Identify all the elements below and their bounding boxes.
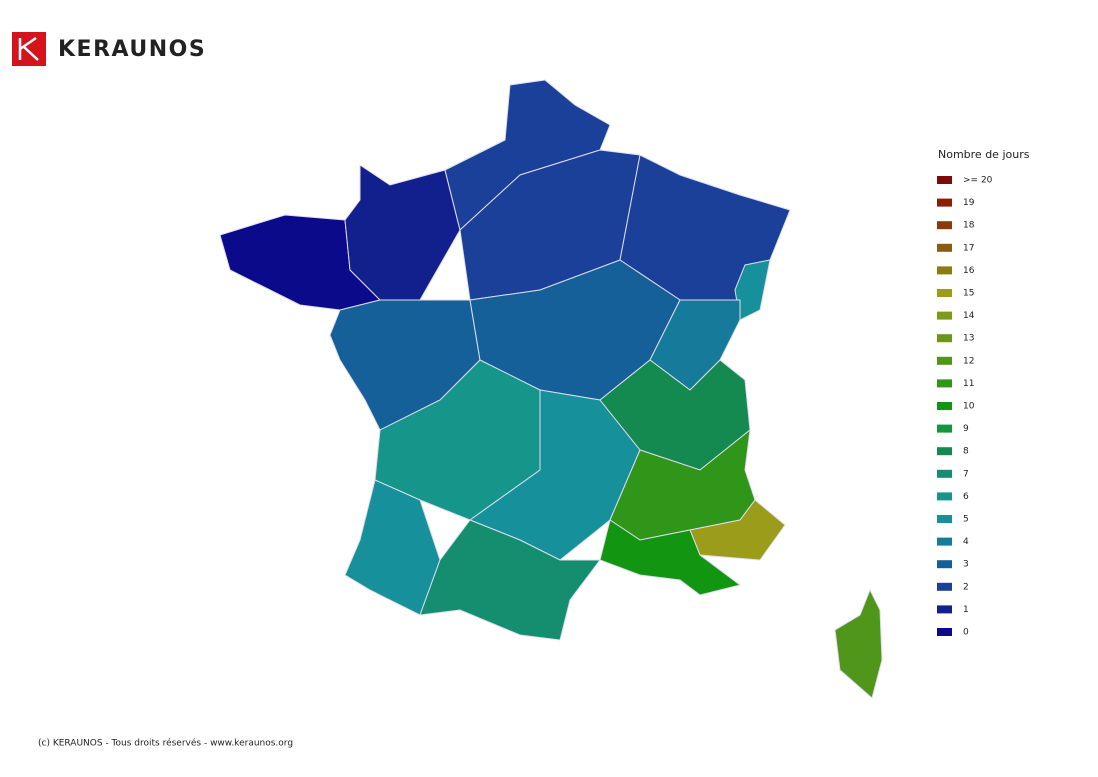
legend-swatch xyxy=(937,447,952,456)
footer: (c) KERAUNOS - Tous droits réservés - ww… xyxy=(38,738,293,749)
legend-label: 3 xyxy=(963,560,969,570)
legend-label: 16 xyxy=(963,266,975,276)
region xyxy=(419,519,601,641)
logo-mark xyxy=(12,32,46,66)
legend-swatch xyxy=(937,289,952,297)
legend-swatch xyxy=(937,628,952,636)
region xyxy=(599,519,742,596)
legend-swatch xyxy=(937,221,952,230)
legend-swatch xyxy=(937,356,952,365)
legend-swatch xyxy=(937,402,952,410)
legend-swatch xyxy=(937,492,952,501)
legend-swatch xyxy=(937,515,952,523)
map xyxy=(219,79,883,699)
region xyxy=(834,588,883,699)
legend-label: 15 xyxy=(963,289,974,299)
legend-label: 14 xyxy=(963,311,975,321)
brand: KERAUNOS xyxy=(58,37,206,62)
legend-title: Nombre de jours xyxy=(938,148,1030,161)
region xyxy=(734,259,771,321)
legend-label: 13 xyxy=(963,334,974,344)
legend-label: 8 xyxy=(963,447,969,457)
legend-swatch xyxy=(937,176,952,184)
legend-label: 18 xyxy=(963,221,975,231)
legend-label: 9 xyxy=(963,424,969,434)
legend-swatch xyxy=(937,469,952,478)
legend-swatch xyxy=(937,424,952,433)
legend-label: 6 xyxy=(963,492,969,502)
legend-label: 11 xyxy=(963,379,974,389)
legend-label: 0 xyxy=(963,628,969,638)
legend-label: 4 xyxy=(963,537,969,547)
legend-label: 2 xyxy=(963,582,969,592)
legend-swatch xyxy=(937,334,952,343)
legend-label: >= 20 xyxy=(963,176,993,186)
region xyxy=(344,164,461,301)
legend-swatch xyxy=(937,266,952,275)
legend-swatch xyxy=(937,311,952,320)
legend-label: 5 xyxy=(963,515,969,525)
legend-swatch xyxy=(937,537,952,546)
legend-swatch xyxy=(937,582,952,591)
legend-label: 17 xyxy=(963,243,974,253)
legend-label: 12 xyxy=(963,356,974,366)
legend-swatch xyxy=(937,379,952,388)
legend-swatch xyxy=(937,243,952,252)
legend-label: 10 xyxy=(963,402,975,412)
legend-swatch xyxy=(937,560,952,569)
logo-k xyxy=(18,36,39,61)
legend-label: 7 xyxy=(963,469,969,479)
region xyxy=(344,479,441,616)
legend-label: 19 xyxy=(963,198,975,208)
legend-label: 1 xyxy=(963,605,969,615)
legend-swatch xyxy=(937,605,952,614)
legend-swatch xyxy=(937,198,952,207)
